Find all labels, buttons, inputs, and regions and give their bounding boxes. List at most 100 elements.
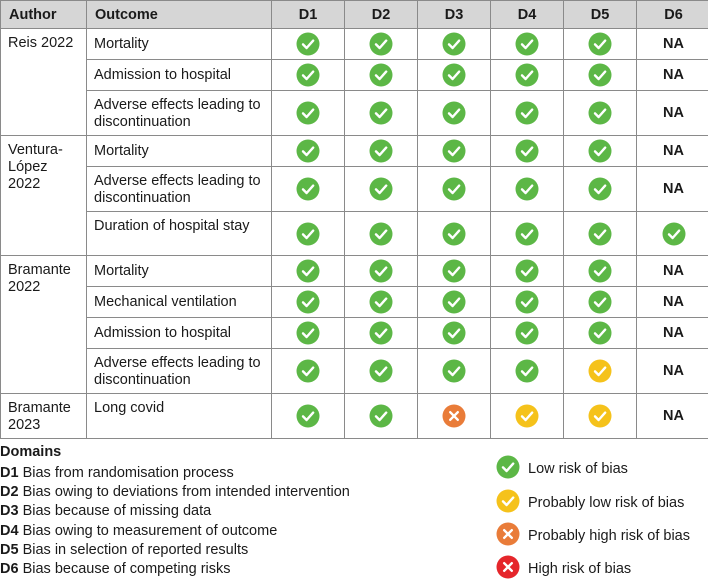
na-label: NA [663,325,684,341]
domain-header-d3: D3 [418,1,491,29]
rating-cell-d5 [564,318,637,349]
rating-cell-d1 [272,212,345,256]
outcome-cell: Long covid [87,394,272,439]
domain-header-d5: D5 [564,1,637,29]
low-risk-check-icon [442,359,466,383]
rating-cell-d3 [418,91,491,136]
rating-cell-d3 [418,29,491,60]
na-cell: NA [637,60,708,91]
rating-cell-d4 [491,256,564,287]
prob-low-risk-check-icon [588,359,612,383]
rating-cell-d2 [345,91,418,136]
low-risk-check-icon [588,32,612,56]
rating-cell-d1 [272,167,345,212]
rating-cell-d3 [418,212,491,256]
author-header: Author [1,1,87,29]
table-row: Duration of hospital stay [1,212,708,256]
low-risk-check-icon [296,177,320,201]
table-row: Mechanical ventilation NA [1,287,708,318]
risk-of-bias-table: Author Outcome D1 D2 D3 D4 D5 D6 Reis 20… [0,0,708,439]
low-risk-check-icon [296,321,320,345]
high-risk-cross-icon [496,555,528,583]
rating-cell-d2 [345,136,418,167]
author-cell: Reis 2022 [1,29,87,136]
low-risk-check-icon [369,290,393,314]
low-risk-check-icon [369,359,393,383]
rating-cell-d2 [345,167,418,212]
low-risk-check-icon [588,259,612,283]
rating-cell-d3 [418,394,491,439]
domain-legend-item: D5 Bias in selection of reported results [0,541,350,560]
domain-header-d2: D2 [345,1,418,29]
rating-cell-d4 [491,212,564,256]
outcome-cell: Mechanical ventilation [87,287,272,318]
low-risk-check-icon [442,32,466,56]
low-risk-check-icon [442,290,466,314]
legend-high-risk: High risk of bias [496,555,631,583]
low-risk-check-icon [296,32,320,56]
rating-cell-d5 [564,167,637,212]
low-risk-check-icon [296,139,320,163]
domain-legend-item: D6 Bias because of competing risks [0,560,350,579]
low-risk-check-icon [369,139,393,163]
domain-legend-item: D2 Bias owing to deviations from intende… [0,483,350,502]
rating-cell-d3 [418,287,491,318]
na-cell: NA [637,167,708,212]
na-label: NA [663,36,684,52]
rating-cell-d3 [418,136,491,167]
low-risk-check-icon [515,359,539,383]
rating-cell-d2 [345,212,418,256]
low-risk-check-icon [369,177,393,201]
low-risk-check-icon [442,139,466,163]
low-risk-check-icon [515,290,539,314]
low-risk-check-icon [515,32,539,56]
low-risk-check-icon [515,321,539,345]
low-risk-check-icon [442,222,466,246]
low-risk-check-icon [442,177,466,201]
low-risk-check-icon [296,404,320,428]
prob-low-risk-check-icon [515,404,539,428]
rating-cell-d2 [345,29,418,60]
low-risk-check-icon [588,222,612,246]
rating-cell-d4 [491,318,564,349]
rating-cell-d5 [564,287,637,318]
rating-cell-d3 [418,349,491,394]
na-label: NA [663,294,684,310]
rating-cell-d4 [491,136,564,167]
rating-cell-d3 [418,167,491,212]
rating-cell-d3 [418,60,491,91]
rating-cell-d2 [345,60,418,91]
na-label: NA [663,363,684,379]
na-label: NA [663,67,684,83]
rating-cell-d6 [637,212,708,256]
rating-cell-d1 [272,91,345,136]
na-cell: NA [637,29,708,60]
low-risk-check-icon [588,290,612,314]
outcome-cell: Duration of hospital stay [87,212,272,256]
domain-legend-item: D1 Bias from randomisation process [0,464,350,483]
na-label: NA [663,263,684,279]
outcome-cell: Mortality [87,256,272,287]
rating-cell-d5 [564,29,637,60]
low-risk-check-icon [369,101,393,125]
author-cell: Bramante 2022 [1,256,87,394]
rating-cell-d5 [564,136,637,167]
na-label: NA [663,181,684,197]
rating-cell-d4 [491,287,564,318]
low-risk-check-icon [369,63,393,87]
na-cell: NA [637,136,708,167]
na-label: NA [663,105,684,121]
low-risk-check-icon [662,222,686,246]
low-risk-check-icon [369,32,393,56]
rating-cell-d5 [564,212,637,256]
low-risk-check-icon [296,290,320,314]
na-cell: NA [637,287,708,318]
low-risk-check-icon [588,139,612,163]
author-cell: Bramante 2023 [1,394,87,439]
na-cell: NA [637,318,708,349]
table-row: Adverse effects leading to discontinuati… [1,91,708,136]
